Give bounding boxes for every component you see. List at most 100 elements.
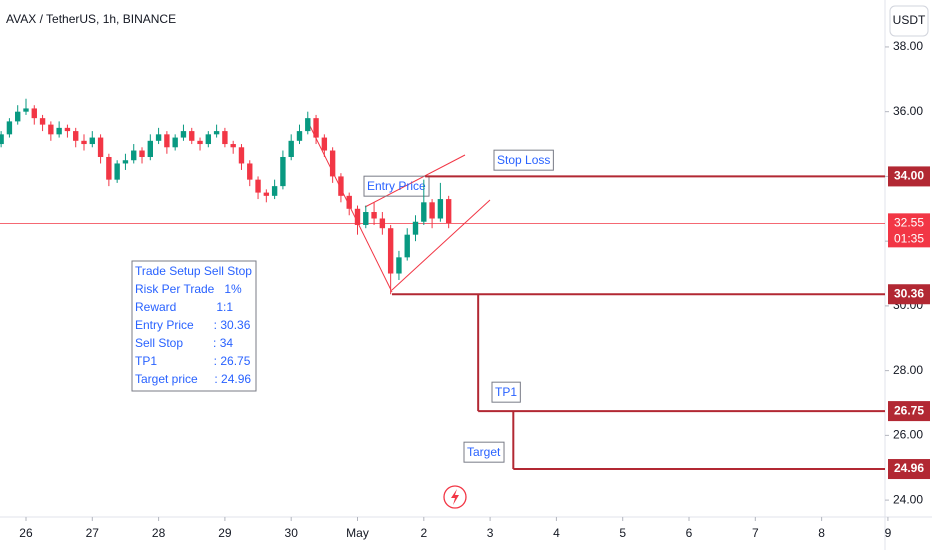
candle-body <box>64 127 71 132</box>
candle-body <box>313 118 319 138</box>
candle-body <box>238 147 245 164</box>
setup-line: Sell Stop : 34 <box>135 336 233 350</box>
y-tick-label: 26.00 <box>893 428 923 442</box>
candle-body <box>247 163 253 180</box>
last-price-label: 32.55 <box>894 216 924 230</box>
candle-body <box>23 108 29 112</box>
level-label: 30.36 <box>894 286 924 300</box>
candle-body <box>48 124 54 135</box>
level-label-box <box>888 459 930 480</box>
x-tick-label: May <box>346 526 369 540</box>
candle-body <box>429 202 435 219</box>
x-tick-label: 6 <box>686 526 693 540</box>
last-price-box <box>888 213 930 248</box>
candle-body <box>0 134 4 145</box>
candle-body <box>31 108 37 119</box>
candle-body <box>114 163 120 180</box>
lightning-icon[interactable] <box>443 485 467 509</box>
candle-body <box>371 212 377 219</box>
countdown-label: 01:35 <box>894 232 924 246</box>
candle-body <box>379 218 386 229</box>
candle-body <box>387 228 394 274</box>
x-tick-label: 9 <box>885 526 892 540</box>
candle-body <box>39 118 46 125</box>
candle-body <box>363 212 369 225</box>
x-tick-label: 5 <box>619 526 626 540</box>
chart-title: AVAX / TetherUS, 1h, BINANCE <box>6 12 176 26</box>
x-tick-label: 26 <box>19 526 33 540</box>
candle-body <box>197 140 203 145</box>
candle-body <box>437 199 444 219</box>
candle-body <box>321 137 328 151</box>
candle-body <box>205 134 212 145</box>
candle-body <box>81 140 87 145</box>
candle-body <box>172 137 178 148</box>
candle-body <box>139 150 145 157</box>
candle-body <box>89 137 95 145</box>
annotation: Stop Loss <box>497 153 550 167</box>
currency-label[interactable]: USDT <box>893 13 926 27</box>
candle-body <box>56 127 62 135</box>
x-tick-label: 30 <box>285 526 299 540</box>
candle-body <box>421 202 427 222</box>
candles <box>0 98 452 295</box>
currency-button[interactable] <box>889 5 929 37</box>
level-label: 24.96 <box>894 461 924 475</box>
candle-body <box>263 192 270 196</box>
y-tick-label: 36.00 <box>893 104 923 118</box>
annotation-box <box>493 149 554 171</box>
x-tick-label: 3 <box>487 526 494 540</box>
candle-body <box>222 131 228 145</box>
level-label-box <box>888 166 930 187</box>
candle-body <box>338 176 344 196</box>
candle-body <box>255 179 261 193</box>
candle-body <box>180 131 187 138</box>
y-tick-label: 38.00 <box>893 39 923 53</box>
candle-body <box>73 131 79 141</box>
annotation: TP1 <box>495 385 517 399</box>
candle-body <box>271 186 278 196</box>
setup-box <box>131 260 257 392</box>
x-tick-label: 28 <box>152 526 166 540</box>
candle-body <box>329 150 336 177</box>
candle-body <box>147 140 154 157</box>
y-tick-label: 24.00 <box>893 492 923 506</box>
annotation-box <box>363 175 430 197</box>
candle-body <box>213 131 220 135</box>
trend-line <box>364 154 466 208</box>
candle-body <box>122 160 129 164</box>
x-tick-label: 4 <box>553 526 560 540</box>
setup-line: Reward 1:1 <box>135 300 233 314</box>
x-tick-label: 8 <box>818 526 825 540</box>
icon-bolt[interactable] <box>451 489 459 505</box>
candle-body <box>445 199 452 224</box>
setup-line: Entry Price : 30.36 <box>135 318 251 332</box>
level-label: 34.00 <box>894 169 924 183</box>
candle-body <box>396 257 402 274</box>
candle-body <box>288 140 294 157</box>
annotation: Entry Price <box>367 179 426 193</box>
candle-body <box>155 134 162 141</box>
candle-body <box>164 134 170 148</box>
setup-line: TP1 : 26.75 <box>135 354 251 368</box>
candle-body <box>230 144 236 148</box>
candle-body <box>15 111 21 122</box>
trend-line <box>391 199 491 291</box>
candle-body <box>189 131 195 141</box>
candle-body <box>131 150 137 161</box>
candle-body <box>404 234 410 258</box>
candle-body <box>346 195 352 209</box>
setup-line: Risk Per Trade 1% <box>135 282 242 296</box>
candle-body <box>106 156 112 180</box>
candle-body <box>354 208 361 225</box>
level-label: 26.75 <box>894 403 924 417</box>
level-label-box <box>888 284 930 305</box>
x-tick-label: 7 <box>752 526 759 540</box>
annotation-box <box>491 381 521 403</box>
candle-body <box>280 156 286 187</box>
candle-body <box>97 137 104 157</box>
setup-line: Target price : 24.96 <box>135 372 251 386</box>
annotation: Target <box>467 445 501 459</box>
